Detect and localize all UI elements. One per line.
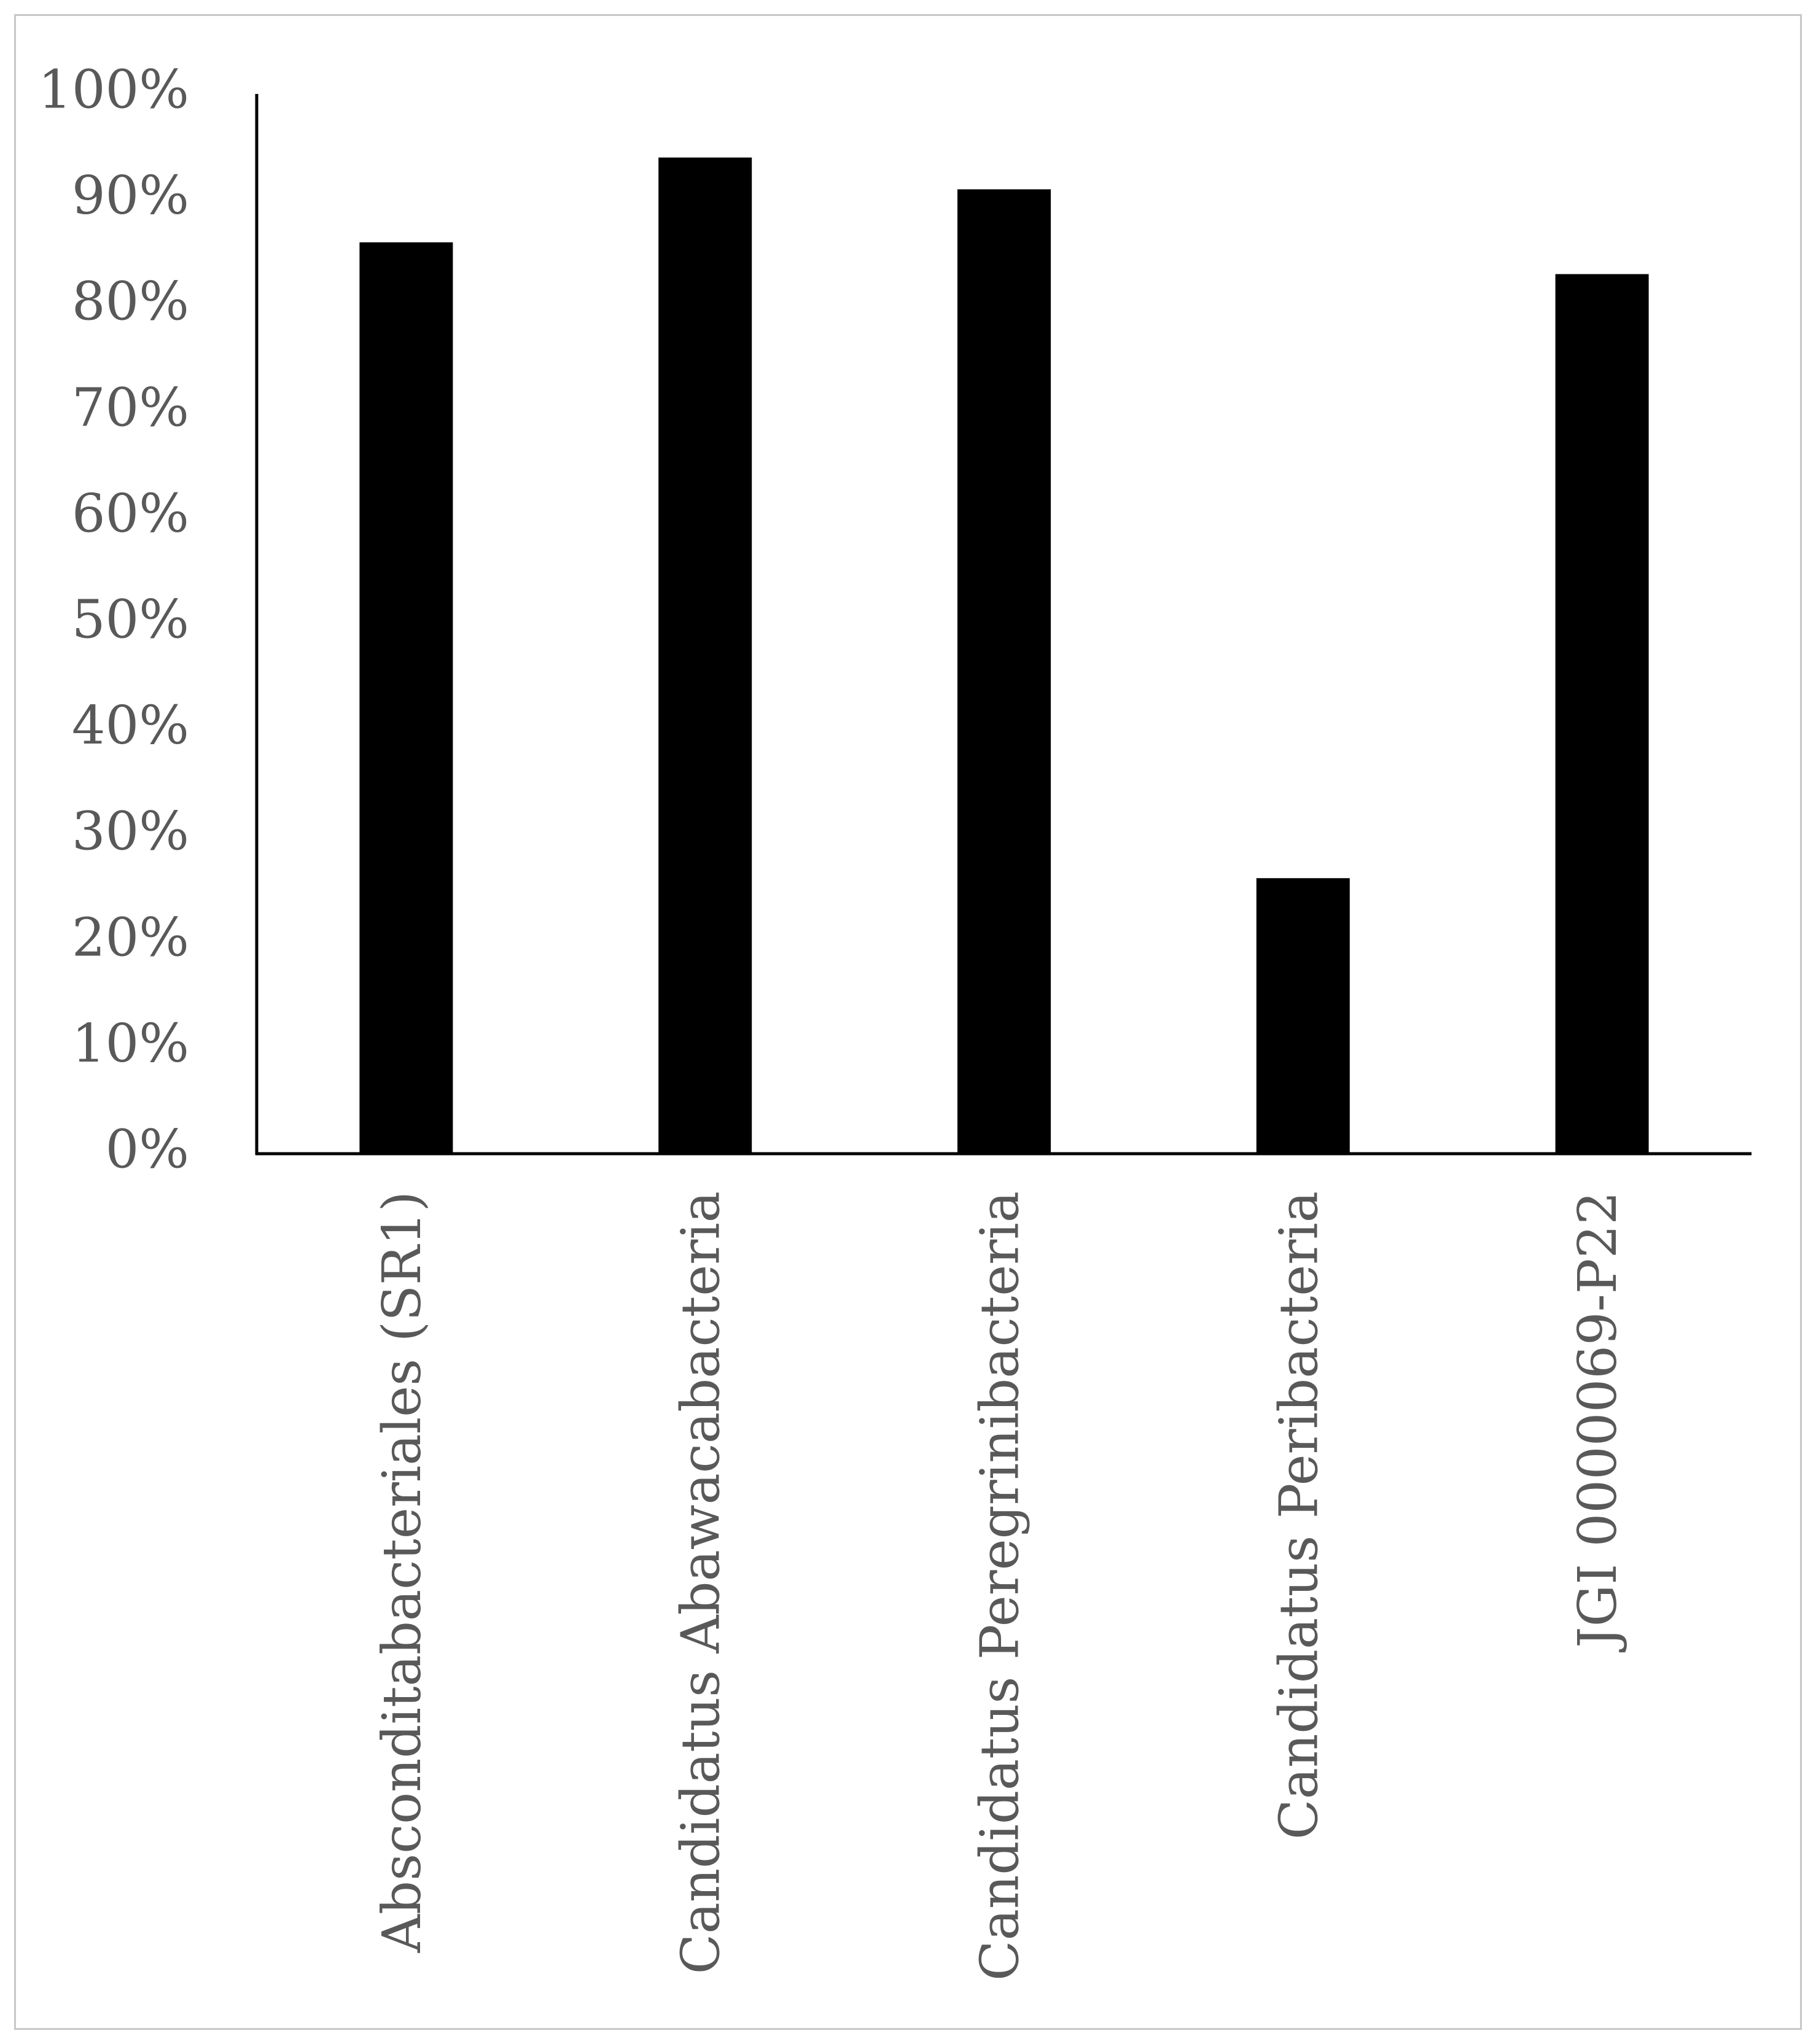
bar bbox=[658, 157, 752, 1154]
y-tick-label: 90% bbox=[72, 165, 189, 227]
y-tick-label: 30% bbox=[72, 801, 189, 863]
bar bbox=[957, 189, 1051, 1154]
y-tick-label: 0% bbox=[106, 1119, 189, 1181]
x-category-label: Absconditabacteriales (SR1) bbox=[372, 1191, 433, 1953]
x-category-label: Candidatus Abawacabacteria bbox=[671, 1191, 732, 1974]
chart-frame bbox=[14, 14, 1802, 2030]
y-tick-label: 80% bbox=[72, 271, 189, 333]
bar bbox=[359, 242, 453, 1154]
y-tick-label: 100% bbox=[38, 60, 189, 121]
bar bbox=[1555, 274, 1649, 1154]
x-category-label: Candidatus Peregrinibacteria bbox=[970, 1191, 1031, 1981]
y-tick-label: 50% bbox=[72, 589, 189, 651]
bar bbox=[1256, 878, 1350, 1154]
x-category-label: Candidatus Peribacteria bbox=[1268, 1191, 1330, 1840]
y-tick-label: 60% bbox=[72, 483, 189, 545]
y-tick-label: 10% bbox=[72, 1013, 189, 1074]
y-tick-label: 40% bbox=[72, 695, 189, 756]
y-tick-label: 20% bbox=[72, 907, 189, 968]
x-category-label: JGI 0000069-P22 bbox=[1567, 1191, 1629, 1653]
y-tick-label: 70% bbox=[72, 377, 189, 438]
